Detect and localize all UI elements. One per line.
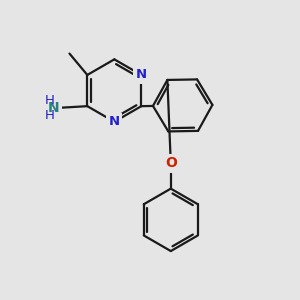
Text: N: N xyxy=(109,115,120,128)
Text: N: N xyxy=(136,68,147,82)
Text: N: N xyxy=(48,100,60,115)
Text: H: H xyxy=(45,94,55,107)
Text: H: H xyxy=(45,109,55,122)
Text: O: O xyxy=(165,156,177,170)
